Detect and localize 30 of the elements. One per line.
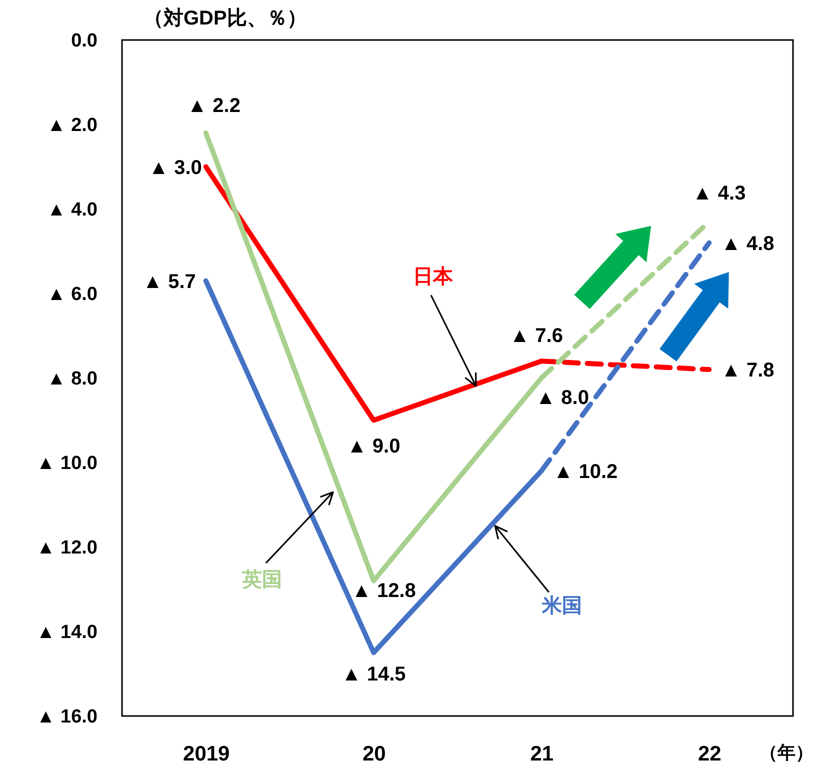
data-label: ▲ 4.3 [692, 182, 746, 205]
data-label: ▲ 8.0 [536, 387, 589, 409]
text: 英国 [241, 568, 282, 591]
y-tick-label: ▲ 16.0 [36, 706, 98, 728]
data-label: ▲ 5.7 [142, 270, 196, 293]
y-tick-label: ▲ 8.0 [47, 368, 98, 390]
text: 日本 [413, 266, 454, 288]
data-label: ▲ 2.2 [187, 94, 240, 117]
y-tick-label: 0.0 [71, 30, 98, 52]
data-label: ▲ 7.6 [510, 325, 563, 348]
y-tick-label: ▲ 14.0 [36, 622, 98, 643]
y-tick-label: ▲ 10.0 [36, 453, 98, 474]
x-tick-label: 22 [698, 742, 722, 766]
y-tick-label: ▲ 2.0 [47, 115, 98, 136]
data-label: ▲ 3.0 [148, 156, 202, 179]
x-axis-title: （年） [760, 742, 814, 762]
y-tick-label: ▲ 4.0 [47, 200, 98, 220]
data-label: ▲ 4.8 [721, 232, 774, 255]
y-tick-label: ▲ 6.0 [47, 284, 98, 305]
x-tick-label: 2019 [183, 742, 230, 766]
data-label: ▲ 9.0 [347, 435, 400, 458]
data-label: ▲ 12.8 [352, 580, 416, 602]
data-label: ▲ 10.2 [553, 460, 618, 483]
y-axis-title: （対GDP比、％） [144, 6, 307, 30]
x-tick-label: 21 [530, 742, 554, 766]
data-label: ▲ 14.5 [341, 664, 406, 686]
text: 米国 [541, 595, 582, 618]
y-tick-label: ▲ 12.0 [36, 538, 98, 558]
data-label: ▲ 7.8 [721, 360, 774, 382]
x-tick-label: 20 [362, 742, 386, 766]
